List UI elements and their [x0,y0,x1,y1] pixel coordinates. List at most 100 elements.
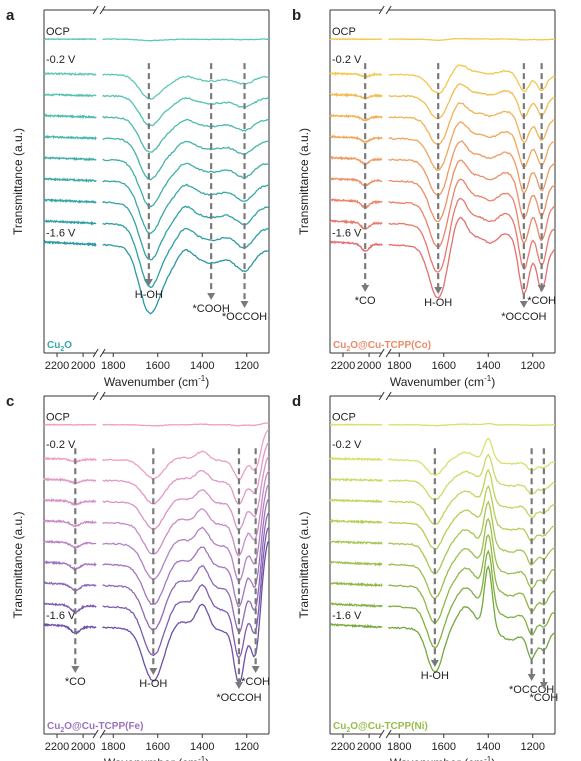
axis-break-mark [385,391,392,401]
sample-label-sub: 2 [60,346,64,353]
potential-label: -0.2 V [332,54,362,66]
peak-marker-arrow [537,285,546,292]
sample-label-end: O [64,340,72,351]
peak-annotation-label: H-OH [135,289,163,301]
panel-letter: a [6,7,15,24]
sample-label: Cu2O [47,340,72,353]
peak-annotation-label: *COOH [193,303,230,315]
spectrum-line [43,71,269,100]
spectrum-line [43,498,270,608]
sample-label-end: O@Cu-TCPP(Fe) [64,721,143,732]
spectrum-line [43,134,270,181]
x-tick-label: 2200 [45,360,69,372]
sample-label: Cu2O@Cu-TCPP(Co) [333,340,431,353]
axis-break-mark [92,729,99,739]
potential-label: OCP [46,412,70,424]
plot-frame [43,5,270,358]
sample-label: Cu2O@Cu-TCPP(Fe) [47,721,143,734]
y-axis-label: Transmittance (a.u.) [297,128,311,235]
x-tick-label: 1800 [387,360,411,372]
x-tick-label: 2000 [71,360,95,372]
peak-annotation-label: H-OH [139,678,167,690]
spectrum-line [43,456,270,532]
spectrum-line [330,178,556,248]
spectrum-line [329,500,556,575]
axis-break-mark [378,729,385,739]
x-tick-label: 1400 [190,741,214,753]
spectrum-ocp [43,422,270,427]
plot-frame [329,391,556,739]
peak-marker-arrow [144,279,153,286]
spectrum-line [43,156,270,208]
x-tick-label: 1200 [235,741,259,753]
potential-label: -1.6 V [46,610,76,622]
spectrum-line [329,437,556,477]
spectrum-line [329,121,555,171]
peak-annotation-label: H-OH [424,297,452,309]
spectrum-line [43,540,270,684]
spectrum-line [43,239,269,315]
y-axis-label: Transmittance (a.u.) [11,128,25,235]
peak-annotation-label: *COH [530,692,559,704]
panel-letter: b [292,7,301,24]
spectrum-line [329,159,556,223]
x-axis-label-end: ) [491,756,495,761]
sample-label-end: O@Cu-TCPP(Ni) [350,721,428,732]
axis-break-mark [99,729,106,739]
spectrum-line [43,442,270,505]
spectrum-line [43,219,270,289]
potential-label: -1.6 V [332,228,362,240]
x-tick-label: 2000 [357,360,381,372]
spectrum-line [329,565,556,673]
peak-annotation-label: *COH [527,295,556,307]
spectrum-line [43,511,270,633]
x-tick-label: 1600 [146,360,170,372]
x-tick-label: 2000 [71,741,95,753]
axis-break-mark [99,348,106,358]
peak-marker-arrow [71,666,80,673]
peak-annotation-label: *CO [355,295,376,307]
sample-label-sub: 2 [60,727,64,734]
spectrum-ocp [330,422,556,427]
peak-marker-arrow [207,293,216,300]
potential-label: OCP [332,412,356,424]
x-axis-label-main: Wavenumber (cm [104,756,198,761]
x-tick-label: 1200 [521,360,545,372]
y-axis-label: Transmittance (a.u.) [297,512,311,619]
x-axis-label-main: Wavenumber (cm [104,375,198,389]
peak-annotation-label: *OCCOH [501,311,546,323]
x-tick-label: 2200 [45,741,69,753]
peak-annotation-label: *CO [65,676,86,688]
spectrum-ocp [329,37,555,42]
peak-marker-arrow [234,682,243,689]
axis-break-mark [92,348,99,358]
spectrum-line [329,517,556,599]
panel-letter: c [6,393,14,410]
x-tick-label: 1600 [432,360,456,372]
x-tick-label: 1600 [146,741,170,753]
axis-break-mark [378,5,385,15]
spectrum-line [329,533,556,625]
x-axis-label: Wavenumber (cm-1) [104,374,209,389]
spectrum-line [329,484,556,550]
spectrum-line [43,526,270,659]
x-tick-label: 1400 [476,360,500,372]
axis-break-mark [99,5,106,15]
peak-annotation-label: *OCCOH [222,311,267,323]
x-axis-label-end: ) [491,375,495,389]
potential-label: -1.6 V [46,228,76,240]
sample-label-main: Cu [333,721,346,732]
spectrum-line [329,83,556,120]
x-tick-label: 1800 [387,741,411,753]
sample-label-sub: 2 [346,727,350,734]
potential-label: -0.2 V [46,439,76,451]
x-axis-label-sup: -1 [484,374,492,383]
plot-frame [329,5,556,358]
x-tick-label: 1800 [101,360,125,372]
peak-marker-arrow [361,285,370,292]
axis-break-mark [378,348,385,358]
chart-panel-d: d220020001800160014001200Wavenumber (cm-… [292,391,559,761]
x-axis-label-end: ) [205,375,209,389]
